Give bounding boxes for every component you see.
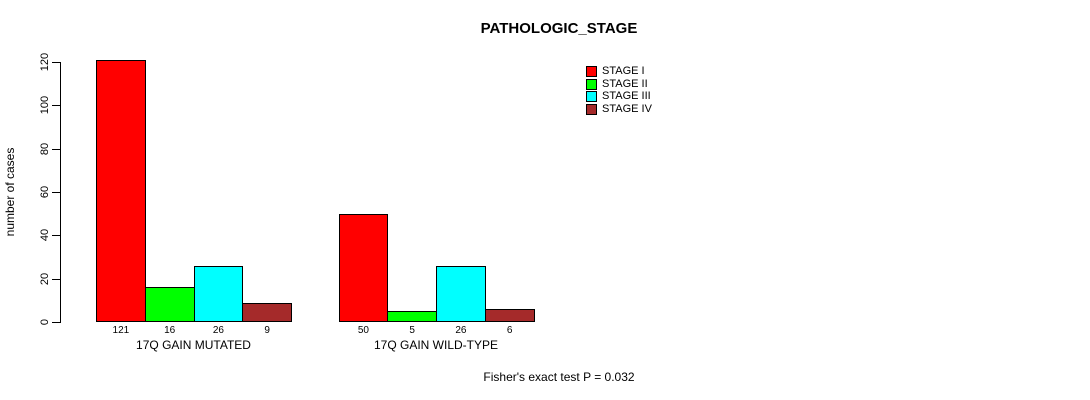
bar-value-label: 9 [264, 324, 270, 336]
bar-stage-iii-17q-gain-mutated [193, 265, 244, 322]
legend-label: STAGE II [602, 77, 648, 90]
legend-swatch-stage-i [586, 66, 597, 77]
y-axis-tick [52, 278, 60, 280]
bar-value-label: 5 [409, 324, 415, 336]
legend-label: STAGE III [602, 90, 651, 102]
y-axis-tick-label: 120 [39, 52, 51, 72]
y-axis-tick [52, 148, 60, 150]
y-axis-line [60, 62, 61, 323]
category-label: 17Q GAIN WILD-TYPE [373, 338, 499, 352]
bar-stage-ii-17q-gain-wild-type [387, 311, 437, 322]
y-axis-label: number of cases [3, 147, 17, 237]
bar-stage-iii-17q-gain-wild-type [436, 265, 486, 322]
bar-value-label: 6 [506, 324, 513, 336]
bar-stage-i-17q-gain-wild-type [338, 213, 389, 322]
y-axis-tick-label: 100 [39, 96, 51, 115]
bar-value-label: 26 [455, 324, 467, 336]
y-axis-tick [52, 192, 60, 193]
legend-swatch-stage-ii [586, 78, 597, 90]
legend-item: STAGE IV [586, 102, 652, 115]
bar-value-label: 26 [212, 324, 224, 336]
bar-stage-iv-17q-gain-wild-type [484, 309, 535, 322]
legend-item: STAGE II [586, 77, 652, 90]
legend-swatch-stage-iii [586, 91, 597, 102]
y-axis-tick [52, 105, 60, 107]
y-axis-tick-label: 60 [39, 185, 51, 199]
y-axis-tick [52, 322, 60, 323]
fisher-test-annotation: Fisher's exact test P = 0.032 [483, 370, 635, 384]
bar-value-label: 121 [112, 324, 130, 336]
y-axis-tick [52, 62, 60, 63]
bar-stage-ii-17q-gain-mutated [144, 287, 195, 322]
legend-label: STAGE IV [602, 102, 652, 115]
legend-swatch-stage-iv [586, 103, 597, 115]
legend-item: STAGE I [586, 66, 652, 77]
category-label: 17Q GAIN MUTATED [136, 338, 251, 352]
bar-stage-i-17q-gain-mutated [96, 59, 146, 322]
legend: STAGE I STAGE II STAGE III STAGE IV [586, 66, 652, 115]
bar-stage-iv-17q-gain-mutated [242, 302, 292, 322]
y-axis-tick-label: 80 [39, 142, 51, 155]
y-axis-tick-label: 20 [39, 272, 51, 285]
chart-title: PATHOLOGIC_STAGE [480, 20, 638, 37]
bar-value-label: 50 [357, 324, 369, 336]
y-axis-tick [52, 235, 60, 237]
y-axis-tick-label: 40 [39, 229, 51, 242]
y-axis-tick-label: 0 [39, 318, 51, 326]
legend-label: STAGE I [602, 65, 645, 77]
legend-item: STAGE III [586, 91, 652, 102]
bar-value-label: 16 [164, 324, 176, 336]
